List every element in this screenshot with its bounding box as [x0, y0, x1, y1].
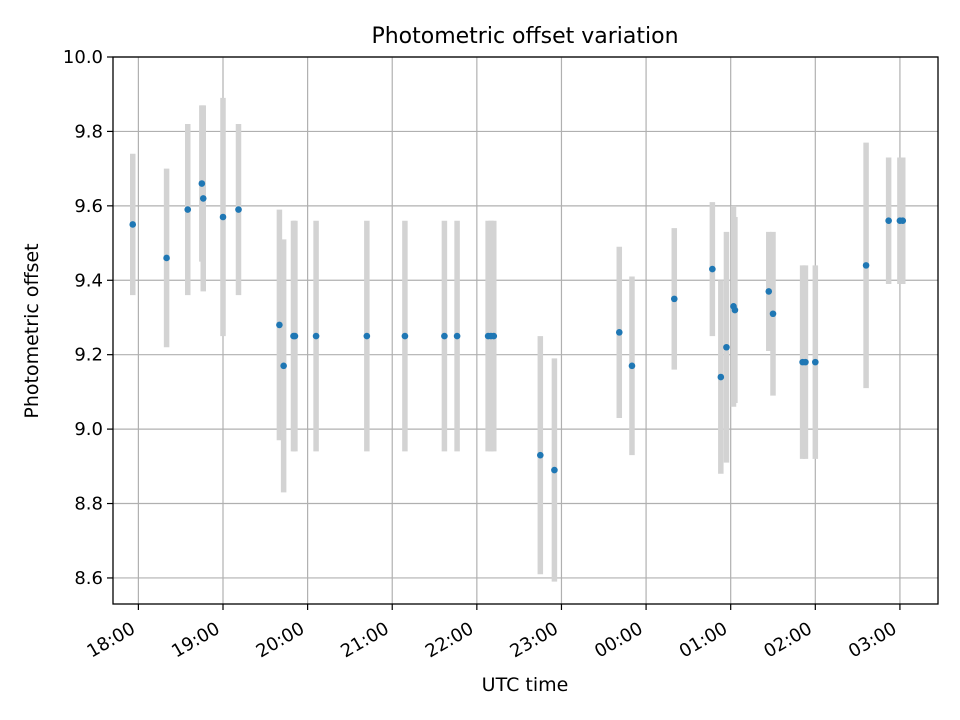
data-point	[537, 451, 544, 459]
data-point	[163, 254, 170, 262]
chart-title: Photometric offset variation	[371, 24, 678, 49]
data-point	[731, 306, 739, 314]
data-point	[184, 206, 192, 213]
data-point	[280, 362, 287, 370]
data-point	[615, 329, 623, 336]
data-point	[769, 310, 777, 318]
data-point	[885, 217, 892, 225]
y-tick-label: 8.6	[74, 568, 103, 589]
data-point	[723, 343, 730, 351]
data-point	[291, 332, 299, 340]
y-tick-label: 9.4	[74, 270, 103, 291]
data-point	[490, 332, 498, 340]
grid	[113, 56, 938, 604]
y-tick-label: 8.8	[74, 494, 103, 515]
data-point	[862, 262, 870, 269]
data-point	[312, 332, 320, 340]
data-point	[670, 295, 678, 303]
data-point	[235, 206, 242, 213]
data-points	[129, 180, 907, 474]
data-point	[899, 217, 907, 225]
y-tick-label: 10.0	[63, 47, 103, 68]
y-tick-label: 9.2	[74, 345, 103, 366]
data-point	[199, 195, 207, 202]
data-point	[363, 332, 371, 340]
y-axis-label: Photometric offset	[21, 243, 43, 418]
data-point	[441, 332, 448, 340]
x-axis-label: UTC time	[482, 674, 569, 696]
data-point	[812, 358, 819, 366]
data-point	[628, 362, 636, 370]
data-point	[453, 332, 461, 340]
data-point	[276, 321, 283, 329]
data-point	[401, 332, 409, 340]
data-point	[717, 373, 725, 381]
y-axis-ticks: 8.6 8.8 9.0 9.2 9.4 9.6 9.8 10.0	[63, 47, 113, 589]
data-point	[219, 213, 227, 221]
data-point	[129, 221, 137, 228]
data-point	[551, 466, 558, 474]
y-tick-label: 9.0	[74, 419, 103, 440]
y-tick-label: 9.8	[74, 121, 103, 142]
data-point	[198, 180, 206, 187]
data-point	[709, 265, 716, 273]
data-point	[802, 358, 809, 366]
y-tick-label: 9.6	[74, 196, 103, 217]
plot-frame	[112, 56, 939, 605]
data-point	[765, 288, 773, 295]
